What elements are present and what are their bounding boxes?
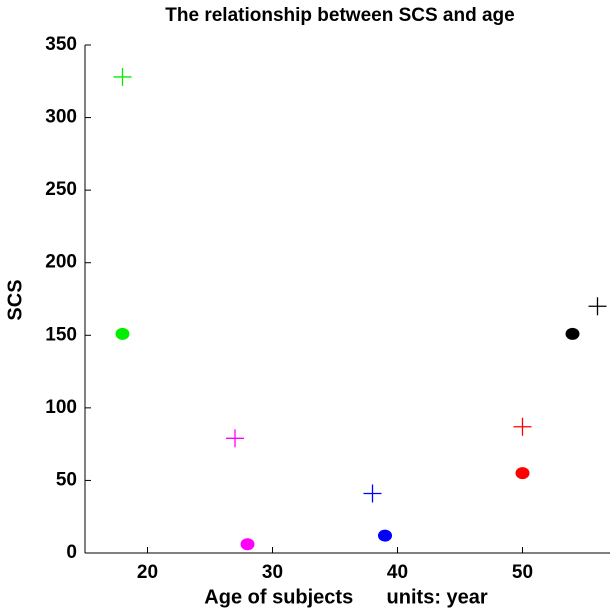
x-tick-label: 30 xyxy=(262,562,283,583)
point xyxy=(515,467,530,480)
y-tick-label: 250 xyxy=(45,179,77,200)
y-axis-label: SCS xyxy=(4,279,26,320)
chart-title: The relationship between SCS and age xyxy=(165,5,514,26)
y-tick-label: 300 xyxy=(45,107,77,128)
point xyxy=(378,529,392,542)
point xyxy=(565,327,580,340)
point xyxy=(115,327,130,340)
x-axis-label: Age of subjects units: year xyxy=(204,586,488,608)
y-tick-label: 100 xyxy=(45,397,77,418)
point xyxy=(588,297,607,316)
x-tick-label: 20 xyxy=(137,562,158,583)
point xyxy=(363,484,382,503)
point xyxy=(240,538,255,551)
point xyxy=(226,429,244,448)
point xyxy=(113,67,132,86)
point xyxy=(513,417,532,436)
x-tick-label: 40 xyxy=(387,562,408,583)
x-tick-label: 50 xyxy=(512,562,533,583)
y-tick-label: 200 xyxy=(45,252,77,273)
y-tick-label: 50 xyxy=(56,469,77,490)
y-tick-label: 150 xyxy=(45,324,77,345)
y-tick-label: 0 xyxy=(66,542,77,563)
y-tick-label: 350 xyxy=(45,34,77,55)
